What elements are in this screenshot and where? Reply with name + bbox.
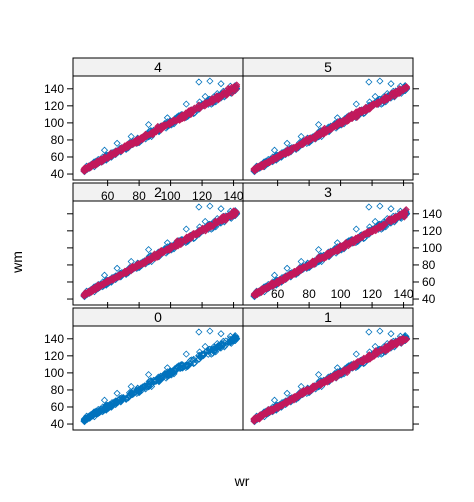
x-axis-label: wr — [234, 473, 250, 489]
series-base-points-0 — [80, 327, 241, 426]
y-tick-label: 40 — [51, 167, 65, 181]
series-overlay-points-2 — [80, 207, 241, 300]
x-tick-label: 140 — [394, 287, 414, 301]
panel-frame-3 — [242, 200, 414, 306]
y-tick-label: 120 — [44, 99, 64, 113]
panel-label-4: 4 — [154, 59, 162, 75]
y-axis-label: wm — [9, 251, 25, 274]
x-tick-label: 140 — [224, 189, 244, 203]
y-tick-label: 80 — [51, 133, 65, 147]
panel-5: 5 — [242, 57, 414, 181]
y-tick-label: 60 — [51, 150, 65, 164]
panel-label-3: 3 — [324, 184, 332, 200]
y-tick-label: 140 — [44, 332, 64, 346]
panel-label-2: 2 — [154, 184, 162, 200]
panel-frame-1 — [242, 325, 414, 431]
y-tick-label: 60 — [422, 275, 436, 289]
panel-4: 4 — [72, 57, 244, 181]
x-tick-label: 100 — [331, 287, 351, 301]
y-tick-label: 40 — [51, 417, 65, 431]
y-tick-label: 40 — [422, 292, 436, 306]
y-tick-label: 100 — [44, 116, 64, 130]
y-tick-label: 140 — [422, 207, 442, 221]
y-tick-label: 120 — [422, 224, 442, 238]
panel-0: 0 — [72, 307, 244, 431]
y-tick-label: 100 — [422, 241, 442, 255]
panel-label-5: 5 — [324, 59, 332, 75]
y-tick-label: 80 — [422, 258, 436, 272]
panel-2: 2 — [72, 182, 244, 306]
y-tick-label: 120 — [44, 349, 64, 363]
panel-label-1: 1 — [324, 309, 332, 325]
y-tick-label: 80 — [51, 383, 65, 397]
x-tick-label: 120 — [362, 287, 382, 301]
x-tick-label: 60 — [271, 287, 285, 301]
x-tick-label: 80 — [302, 287, 316, 301]
panel-label-0: 0 — [154, 309, 162, 325]
series-overlay-points-5 — [250, 83, 411, 175]
series-overlay-points-3 — [250, 206, 410, 299]
x-tick-label: 120 — [192, 189, 212, 203]
panel-3: 3 — [242, 182, 414, 306]
panel-frame-5 — [242, 75, 414, 181]
x-tick-label: 100 — [161, 189, 181, 203]
x-tick-label: 60 — [101, 189, 115, 203]
y-tick-label: 140 — [44, 82, 64, 96]
series-overlay-points-1 — [250, 334, 411, 425]
series-overlay-points-4 — [80, 81, 241, 175]
panel-1: 1 — [242, 307, 414, 431]
y-tick-label: 100 — [44, 366, 64, 380]
x-tick-label: 80 — [132, 189, 146, 203]
panels-group: 0 1 2 3 4 5 — [72, 57, 414, 431]
y-tick-label: 60 — [51, 400, 65, 414]
axes-group: 4060801001201404060801001201404060801001… — [44, 82, 442, 431]
